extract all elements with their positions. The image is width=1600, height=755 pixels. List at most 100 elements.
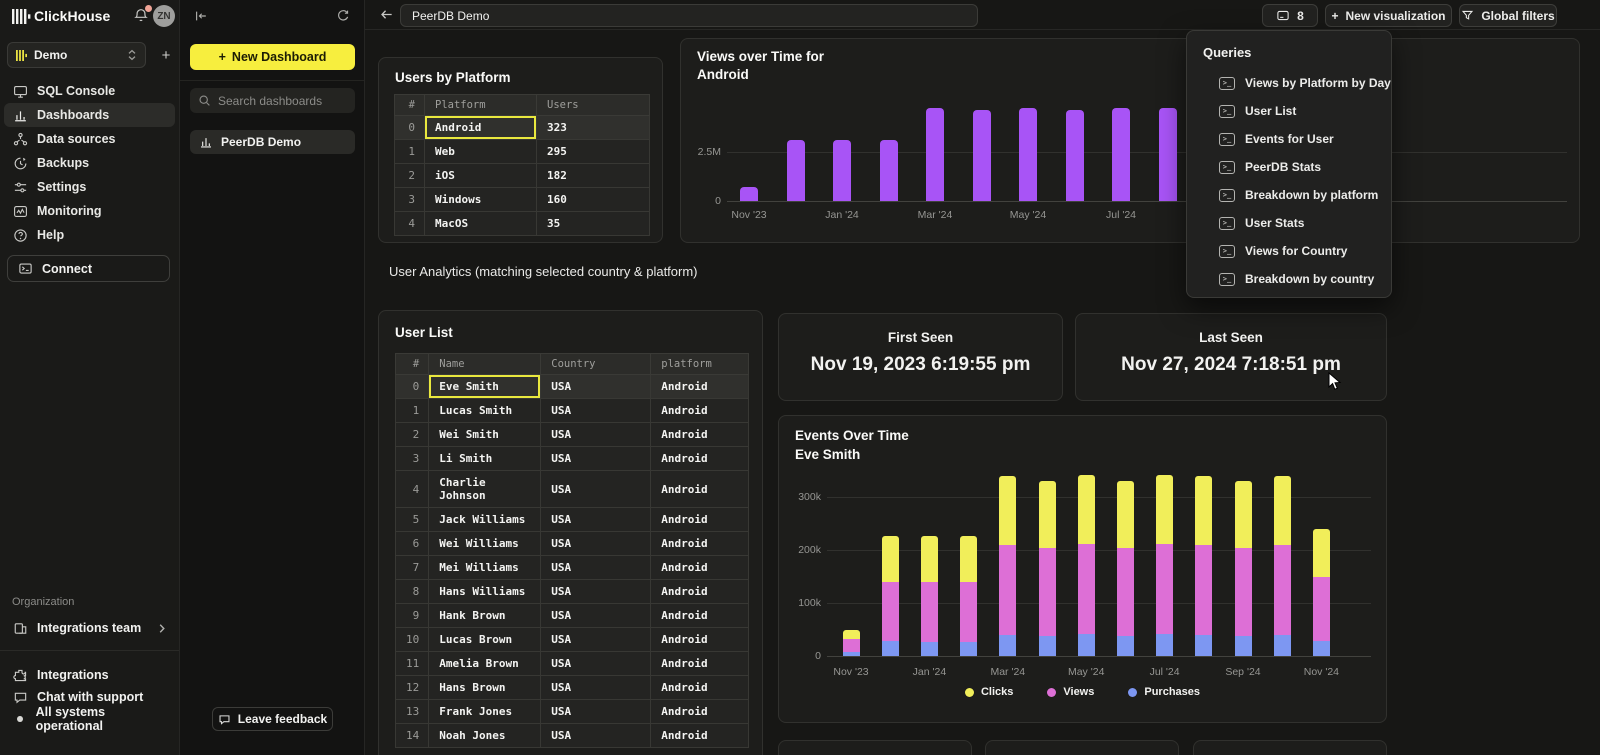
events-bar-segment-clicks[interactable]: [921, 536, 938, 582]
table-cell[interactable]: 323: [537, 116, 650, 140]
query-item[interactable]: >_PeerDB Stats: [1187, 153, 1391, 181]
events-bar-segment-views[interactable]: [1117, 548, 1134, 636]
events-bar-segment-clicks[interactable]: [1039, 481, 1056, 548]
add-service-button[interactable]: +: [155, 43, 177, 67]
table-cell[interactable]: Hank Brown: [429, 604, 541, 628]
table-cell[interactable]: USA: [541, 508, 651, 532]
events-bar-segment-views[interactable]: [1156, 544, 1173, 634]
sidebar-item-system-status[interactable]: All systems operational: [4, 708, 176, 730]
views-bar[interactable]: [926, 108, 944, 201]
table-cell[interactable]: USA: [541, 724, 651, 748]
queries-count-button[interactable]: 8: [1262, 4, 1318, 27]
events-bar-segment-views[interactable]: [1274, 545, 1291, 635]
events-bar-segment-purchases[interactable]: [882, 641, 899, 656]
table-cell[interactable]: Wei Williams: [429, 532, 541, 556]
events-bar-segment-clicks[interactable]: [1235, 481, 1252, 548]
table-cell[interactable]: USA: [541, 375, 651, 399]
events-bar-segment-clicks[interactable]: [843, 630, 860, 640]
events-bar-segment-clicks[interactable]: [1274, 476, 1291, 545]
events-bar-segment-views[interactable]: [999, 545, 1016, 636]
events-bar-segment-views[interactable]: [1313, 577, 1330, 641]
table-cell[interactable]: USA: [541, 532, 651, 556]
table-cell[interactable]: Android: [651, 700, 749, 724]
table-cell[interactable]: Android: [651, 724, 749, 748]
sidebar-item-data-sources[interactable]: Data sources: [4, 127, 175, 151]
table-cell[interactable]: Frank Jones: [429, 700, 541, 724]
table-cell[interactable]: Android: [651, 652, 749, 676]
table-cell[interactable]: Lucas Brown: [429, 628, 541, 652]
table-cell[interactable]: Android: [651, 580, 749, 604]
table-cell[interactable]: USA: [541, 580, 651, 604]
table-cell[interactable]: Android: [651, 447, 749, 471]
events-bar-segment-views[interactable]: [1078, 544, 1095, 634]
events-bar-segment-views[interactable]: [1039, 548, 1056, 636]
table-cell[interactable]: Android: [651, 471, 749, 508]
sidebar-item-backups[interactable]: Backups: [4, 151, 175, 175]
connect-button[interactable]: Connect: [7, 255, 170, 282]
table-cell[interactable]: Android: [651, 375, 749, 399]
events-bar-segment-views[interactable]: [1235, 548, 1252, 636]
table-cell[interactable]: USA: [541, 471, 651, 508]
table-cell[interactable]: 295: [537, 140, 650, 164]
table-cell[interactable]: Android: [651, 423, 749, 447]
table-cell[interactable]: Hans Williams: [429, 580, 541, 604]
events-bar-segment-clicks[interactable]: [1078, 475, 1095, 544]
table-cell[interactable]: Li Smith: [429, 447, 541, 471]
table-cell[interactable]: USA: [541, 676, 651, 700]
table-cell[interactable]: MacOS: [425, 212, 537, 236]
events-bar-segment-purchases[interactable]: [1039, 636, 1056, 656]
events-bar-segment-purchases[interactable]: [1078, 634, 1095, 656]
table-cell[interactable]: Web: [425, 140, 537, 164]
legend-item[interactable]: Purchases: [1128, 686, 1200, 698]
selected-cell[interactable]: Android: [425, 116, 537, 140]
sidebar-item-help[interactable]: Help: [4, 223, 175, 247]
table-cell[interactable]: Android: [651, 628, 749, 652]
table-cell[interactable]: USA: [541, 628, 651, 652]
table-cell[interactable]: Jack Williams: [429, 508, 541, 532]
table-cell[interactable]: Android: [651, 676, 749, 700]
events-bar-segment-clicks[interactable]: [999, 476, 1016, 545]
query-item[interactable]: >_Events for User: [1187, 125, 1391, 153]
events-bar-segment-clicks[interactable]: [1156, 475, 1173, 544]
views-bar[interactable]: [1112, 108, 1130, 201]
views-bar[interactable]: [1066, 110, 1084, 201]
query-item[interactable]: >_Views for Country: [1187, 237, 1391, 265]
table-cell[interactable]: Hans Brown: [429, 676, 541, 700]
table-cell[interactable]: Charlie Johnson: [429, 471, 541, 508]
table-cell[interactable]: Lucas Smith: [429, 399, 541, 423]
table-cell[interactable]: Android: [651, 604, 749, 628]
table-cell[interactable]: Wei Smith: [429, 423, 541, 447]
events-bar-segment-purchases[interactable]: [1274, 635, 1291, 656]
table-cell[interactable]: Android: [651, 532, 749, 556]
table-cell[interactable]: iOS: [425, 164, 537, 188]
legend-item[interactable]: Views: [1047, 686, 1094, 698]
avatar[interactable]: ZN: [153, 5, 175, 27]
views-bar[interactable]: [880, 140, 898, 201]
events-bar-segment-views[interactable]: [843, 639, 860, 652]
events-bar-segment-views[interactable]: [1195, 545, 1212, 636]
query-item[interactable]: >_Breakdown by platform: [1187, 181, 1391, 209]
new-visualization-button[interactable]: + New visualization: [1325, 4, 1452, 27]
sidebar-item-dashboards[interactable]: Dashboards: [4, 103, 175, 127]
events-bar-segment-purchases[interactable]: [960, 642, 977, 656]
search-dashboards-input[interactable]: [218, 94, 338, 108]
views-bar[interactable]: [787, 140, 805, 201]
table-cell[interactable]: Windows: [425, 188, 537, 212]
table-cell[interactable]: USA: [541, 604, 651, 628]
events-bar-segment-purchases[interactable]: [1313, 641, 1330, 656]
events-bar-segment-purchases[interactable]: [921, 642, 938, 656]
dashboard-title-input[interactable]: [400, 4, 978, 27]
events-bar-segment-views[interactable]: [960, 582, 977, 642]
query-item[interactable]: >_Breakdown by country: [1187, 265, 1391, 293]
events-bar-segment-views[interactable]: [882, 582, 899, 641]
sidebar-item-sql-console[interactable]: SQL Console: [4, 79, 175, 103]
events-bar-segment-views[interactable]: [921, 582, 938, 642]
events-bar-segment-clicks[interactable]: [882, 536, 899, 582]
events-bar-segment-clicks[interactable]: [1117, 481, 1134, 548]
query-item[interactable]: >_User Stats: [1187, 209, 1391, 237]
events-bar-segment-purchases[interactable]: [1195, 635, 1212, 656]
table-cell[interactable]: Android: [651, 556, 749, 580]
table-cell[interactable]: Amelia Brown: [429, 652, 541, 676]
table-cell[interactable]: 160: [537, 188, 650, 212]
query-item[interactable]: >_Views by Platform by Day: [1187, 69, 1391, 97]
